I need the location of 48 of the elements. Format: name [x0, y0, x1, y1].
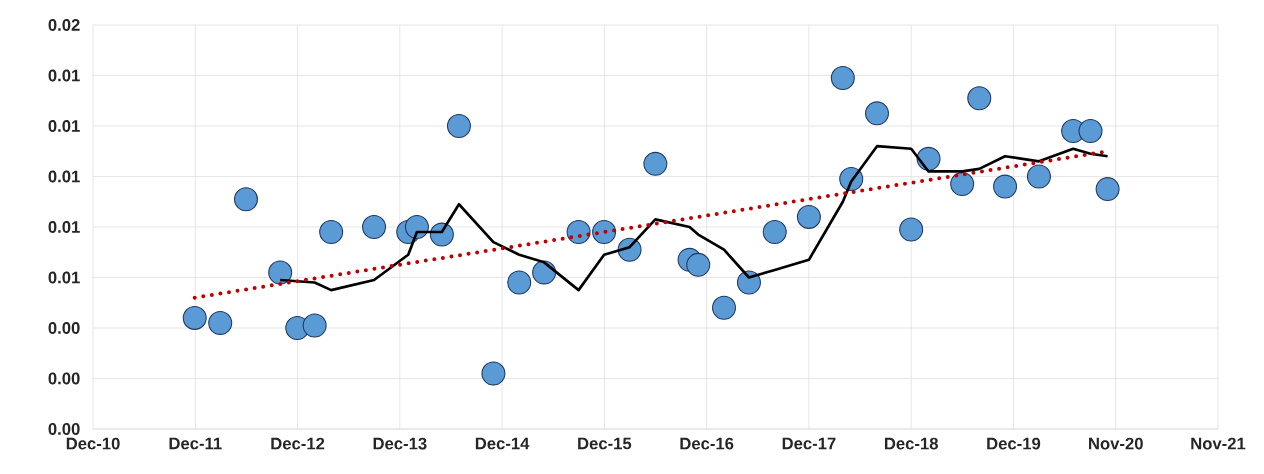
point — [762, 220, 787, 245]
x-tick-label: Nov-20 — [1089, 437, 1143, 450]
point — [950, 172, 975, 197]
point — [643, 151, 668, 176]
y-tick-label: 0.00 — [48, 423, 80, 435]
point — [830, 66, 855, 91]
point — [865, 101, 890, 126]
y-tick-label: 0.01 — [48, 170, 80, 183]
x-tick-label: Dec-19 — [987, 437, 1041, 450]
point — [319, 220, 344, 245]
point — [993, 174, 1018, 199]
point — [712, 295, 737, 320]
y-tick-label: 0.01 — [48, 221, 80, 233]
point — [208, 310, 233, 335]
point — [446, 113, 471, 138]
point — [481, 361, 506, 386]
point — [507, 270, 532, 295]
y-tick-label: 0.00 — [48, 372, 80, 385]
point — [566, 220, 591, 245]
x-tick-label: Dec-14 — [475, 437, 530, 450]
y-tick-label: 0.02 — [48, 19, 80, 31]
point — [268, 260, 293, 285]
x-tick-label: Dec-17 — [782, 437, 836, 450]
x-tick-label: Dec-18 — [884, 437, 938, 450]
point — [967, 86, 992, 111]
y-tick-label: 0.01 — [48, 69, 80, 82]
x-tick-label: Dec-10 — [66, 437, 120, 450]
y-tick-label: 0.00 — [48, 322, 80, 334]
point — [404, 214, 429, 239]
x-tick-label: Dec-11 — [169, 437, 222, 450]
x-tick-label: Dec-13 — [373, 437, 427, 450]
y-tick-label: 0.01 — [48, 271, 80, 284]
point — [916, 146, 941, 171]
point — [899, 217, 924, 242]
point — [796, 204, 821, 229]
x-tick-label: Dec-16 — [680, 437, 734, 450]
point — [1078, 119, 1103, 144]
y-tick-label: 0.01 — [48, 120, 80, 132]
point — [1095, 177, 1120, 202]
x-tick-label: Dec-15 — [578, 437, 632, 450]
x-tick-label: Dec-12 — [271, 437, 325, 450]
x-tick-label: Nov-21 — [1191, 437, 1246, 450]
point — [362, 214, 387, 239]
point — [182, 305, 207, 330]
point — [1026, 164, 1051, 189]
point — [234, 187, 259, 212]
point — [302, 313, 327, 338]
point — [686, 252, 711, 277]
